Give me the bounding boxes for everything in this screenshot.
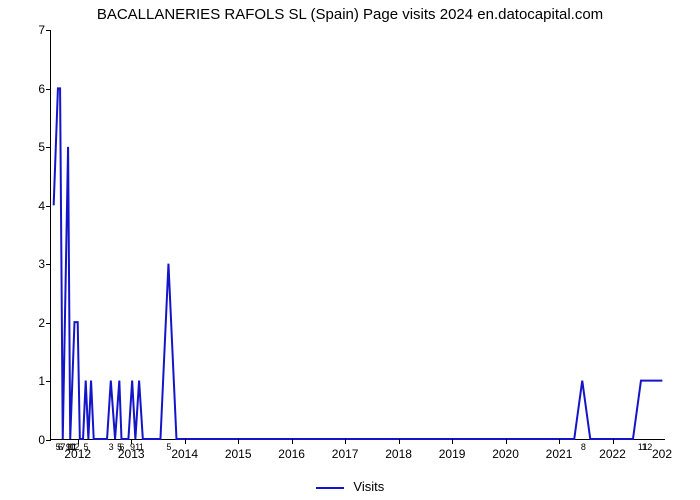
x-tick-mark [559, 439, 560, 444]
point-label: 11 [135, 442, 143, 452]
point-label: 3 [109, 442, 114, 452]
legend-swatch [316, 487, 344, 489]
y-tick-label: 3 [38, 257, 51, 271]
x-tick-label: 2022 [599, 447, 626, 461]
x-tick-mark [452, 439, 453, 444]
x-tick-label: 2014 [171, 447, 198, 461]
visits-line [54, 88, 663, 439]
x-tick-mark [613, 439, 614, 444]
y-tick-label: 7 [38, 23, 51, 37]
x-tick-mark [399, 439, 400, 444]
x-tick-mark [345, 439, 346, 444]
point-label: 7 [60, 442, 65, 452]
x-tick-mark [292, 439, 293, 444]
x-tick-label: 2021 [546, 447, 573, 461]
x-tick-label: 2015 [225, 447, 252, 461]
x-tick-label: 2017 [332, 447, 359, 461]
x-tick-mark [185, 439, 186, 444]
x-tick-label: 2020 [492, 447, 519, 461]
point-label: 9 [130, 442, 135, 452]
x-tick-label-edge: 202 [652, 447, 672, 461]
chart-title: BACALLANERIES RAFOLS SL (Spain) Page vis… [0, 6, 700, 23]
y-tick-label: 5 [38, 140, 51, 154]
x-tick-label: 2018 [385, 447, 412, 461]
x-tick-mark [238, 439, 239, 444]
point-label: 5 [83, 442, 88, 452]
legend-label: Visits [353, 479, 384, 494]
y-tick-label: 1 [38, 374, 51, 388]
legend: Visits [0, 479, 700, 494]
y-tick-label: 6 [38, 82, 51, 96]
y-tick-label: 2 [38, 316, 51, 330]
x-tick-mark [506, 439, 507, 444]
y-tick-label: 4 [38, 199, 51, 213]
point-label: 12 [70, 442, 79, 452]
point-label: 6 [119, 442, 124, 452]
line-series-svg [51, 30, 665, 439]
y-tick-label: 0 [38, 433, 51, 447]
x-tick-label: 2016 [278, 447, 305, 461]
x-tick-label: 2019 [439, 447, 466, 461]
chart-container: BACALLANERIES RAFOLS SL (Spain) Page vis… [0, 0, 700, 500]
point-label: 12 [643, 442, 652, 452]
plot-area: 0123456720122013201420152016201720182019… [50, 30, 665, 440]
point-label: 8 [581, 442, 586, 452]
point-label: 5 [166, 442, 171, 452]
